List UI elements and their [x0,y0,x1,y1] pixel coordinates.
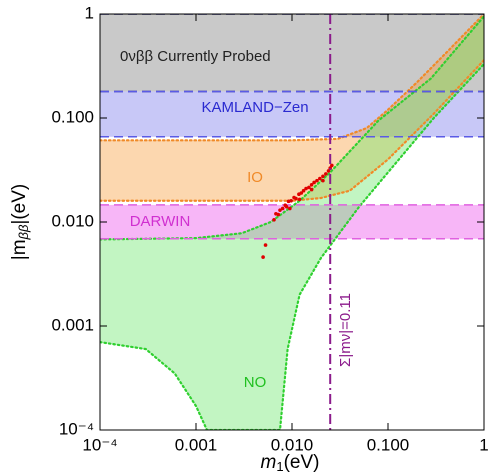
point [278,208,282,212]
point [309,182,314,187]
point [276,212,281,217]
point [289,198,293,203]
point [321,174,325,179]
point [294,196,298,201]
region-label: IO [247,169,263,186]
point [309,187,314,192]
x-tick-label: 0.100 [367,435,410,454]
region-boundary [100,14,484,142]
point [261,255,265,259]
point [312,180,316,185]
y-tick-label: 0.100 [51,107,94,126]
point [318,176,322,181]
x-label-part: 1 [276,459,283,474]
y-tick-label: 0.010 [51,211,94,230]
point [263,243,268,247]
x-axis-label: m1(eV) [261,452,320,474]
region-boundary [100,62,484,430]
x-tick-label: 10⁻⁴ [82,435,117,454]
y-label-part: |(eV) [9,184,30,225]
y-tick-label: 0.001 [51,315,94,334]
y-tick-label: 10⁻⁴ [59,419,94,438]
region-fill [100,16,484,430]
point [284,205,289,209]
y-tick-label: 1 [85,3,94,22]
point [297,197,302,202]
x-tick-label: 1 [479,435,488,454]
point [272,217,276,222]
point [280,206,285,211]
x-label-part: m [261,452,277,473]
point [304,186,308,191]
band [100,204,484,239]
point [330,163,334,168]
point [307,185,311,190]
point [299,191,304,195]
point [321,178,325,183]
band-label: KAMLAND−Zen [201,99,308,116]
band [100,91,484,137]
plot-area [100,14,484,430]
y-label-part: ββ [16,224,31,240]
region-label: NO [244,374,267,391]
y-axis-label: |mββ|(eV) [9,184,31,260]
vline-label: Σ|mν|=0.11 [337,293,354,367]
point [315,178,319,183]
x-label-part: (eV) [284,452,320,473]
x-tick-label: 0.010 [271,435,314,454]
band-label: DARWIN [130,213,191,230]
region-fill [100,14,484,201]
annotations: 0νββ Currently Probed KAMLAND−Zen DARWIN… [120,48,354,391]
point [288,206,292,211]
x-tick-label: 0.001 [175,435,218,454]
point [301,188,306,193]
y-label-part: |m [9,239,30,260]
region-boundary [100,59,484,202]
band-label: 0νββ Currently Probed [120,48,271,65]
point [324,172,328,176]
